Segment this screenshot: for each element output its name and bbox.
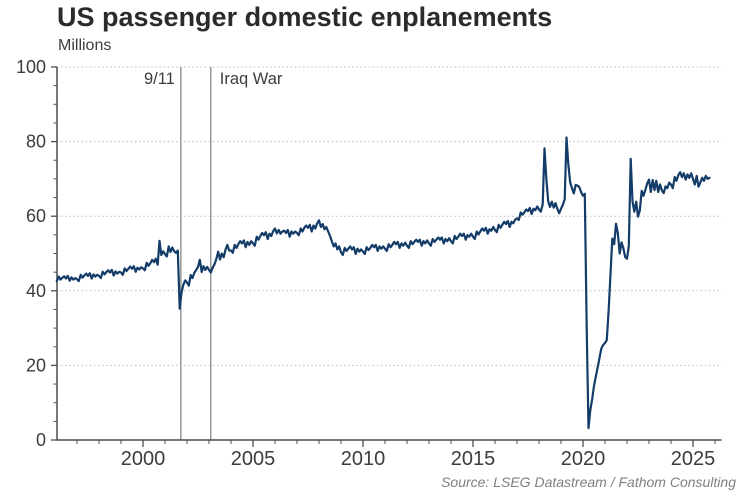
annotation-label-Iraq War: Iraq War: [220, 70, 283, 88]
x-tick-label-2025: 2025: [671, 448, 716, 470]
y-tick-label-40: 40: [26, 281, 46, 301]
series-line-enplanements: [55, 136, 711, 430]
x-tick-label-2005: 2005: [231, 448, 276, 470]
y-tick-label-100: 100: [16, 57, 46, 77]
x-tick-label-2015: 2015: [451, 448, 496, 470]
x-tick-label-2020: 2020: [561, 448, 606, 470]
source-attribution: Source: LSEG Datastream / Fathom Consult…: [441, 474, 736, 490]
y-axis-units-label: Millions: [58, 37, 112, 54]
y-tick-label-20: 20: [26, 355, 46, 375]
x-tick-label-2000: 2000: [121, 448, 166, 470]
y-tick-label-80: 80: [26, 132, 46, 152]
y-tick-label-60: 60: [26, 206, 46, 226]
y-tick-label-0: 0: [36, 430, 46, 450]
x-tick-label-2010: 2010: [341, 448, 386, 470]
chart-title: US passenger domestic enplanements: [57, 2, 553, 32]
annotation-label-9/11: 9/11: [144, 70, 175, 88]
